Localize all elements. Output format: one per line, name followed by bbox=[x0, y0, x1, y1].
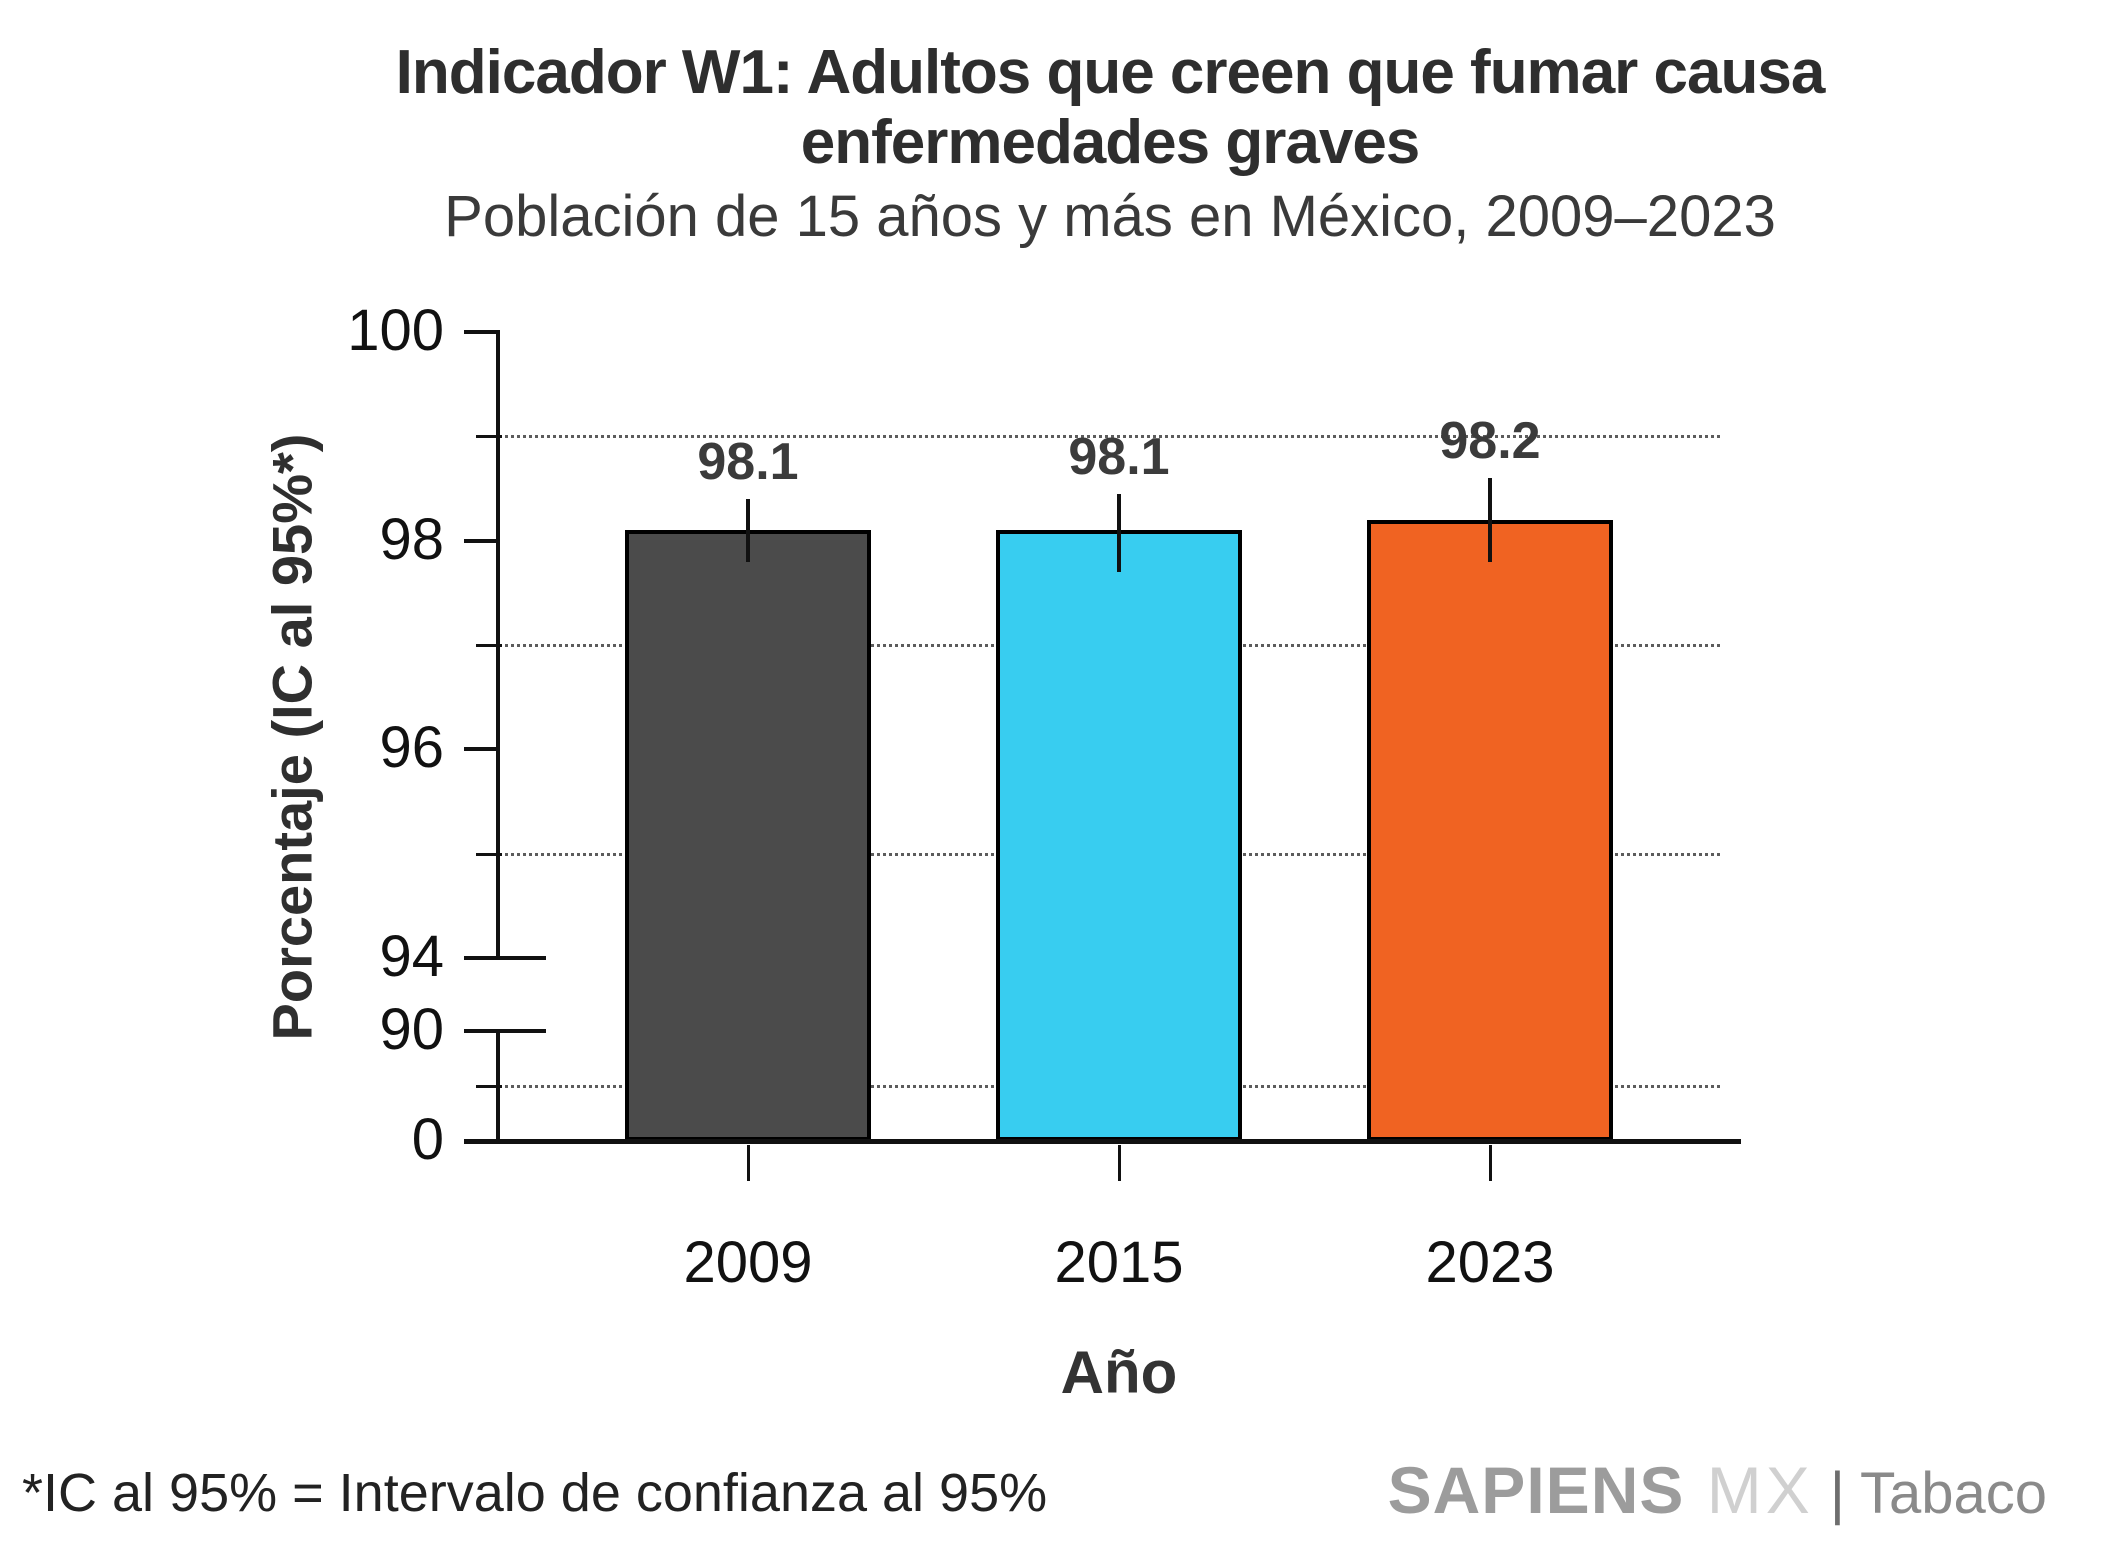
y-tick-major bbox=[464, 330, 500, 334]
y-tick-minor bbox=[476, 852, 502, 856]
x-tick bbox=[1118, 1145, 1121, 1181]
branding-logo: SAPIENS MX | Tabaco bbox=[1388, 1452, 2047, 1528]
axis-break-tick bbox=[464, 1029, 546, 1033]
y-axis-spine-upper bbox=[496, 332, 500, 958]
chart-title-line1: Indicador W1: Adultos que creen que fuma… bbox=[395, 38, 1826, 107]
bar-value-label: 98.1 bbox=[697, 432, 799, 491]
error-bar-2023 bbox=[1488, 478, 1492, 562]
bar-value-label: 98.2 bbox=[1439, 412, 1541, 471]
y-tick-label: 98 bbox=[379, 506, 444, 572]
y-tick-label: 94 bbox=[379, 924, 444, 989]
chart-header: Indicador W1: Adultos que creen que fuma… bbox=[115, 38, 2105, 250]
error-bar-2009 bbox=[746, 498, 750, 562]
bar-2009 bbox=[625, 530, 871, 1141]
bar-value-label: 98.1 bbox=[1068, 427, 1170, 486]
x-tick bbox=[1489, 1145, 1492, 1181]
y-tick-major bbox=[464, 538, 500, 543]
x-tick-label: 2009 bbox=[683, 1230, 813, 1295]
y-tick-minor bbox=[476, 435, 502, 439]
x-tick bbox=[747, 1145, 750, 1181]
y-tick-label: 90 bbox=[379, 997, 444, 1062]
y-tick-label: 100 bbox=[347, 298, 444, 363]
bar-2023 bbox=[1367, 519, 1613, 1141]
y-tick-major bbox=[464, 747, 500, 752]
bar-2015 bbox=[996, 530, 1242, 1141]
chart-title-line2: enfermedades graves bbox=[800, 108, 1421, 177]
chart-subtitle: Población de 15 años y más en México, 20… bbox=[444, 184, 1776, 249]
y-axis-spine-lower bbox=[496, 1031, 500, 1141]
brand-separator: | bbox=[1813, 1461, 1860, 1526]
x-tick-label: 2023 bbox=[1425, 1230, 1555, 1295]
brand-sapiens: SAPIENS bbox=[1387, 1453, 1685, 1527]
error-bar-2015 bbox=[1117, 493, 1121, 572]
x-axis-line bbox=[464, 1139, 1741, 1144]
y-gridline-minor bbox=[498, 435, 1720, 439]
y-tick-minor bbox=[476, 644, 502, 647]
brand-unit-tabaco: Tabaco bbox=[1859, 1461, 2047, 1526]
x-tick-label: 2015 bbox=[1054, 1230, 1184, 1295]
brand-mx: MX bbox=[1684, 1453, 1814, 1527]
axis-break-tick bbox=[464, 956, 546, 960]
y-tick-minor bbox=[476, 1085, 502, 1088]
y-tick-label: 96 bbox=[379, 715, 444, 781]
footnote: *IC al 95% = Intervalo de confianza al 9… bbox=[22, 1463, 1048, 1523]
y-tick-label: 0 bbox=[411, 1107, 444, 1172]
x-axis-title: Año bbox=[1060, 1339, 1178, 1406]
